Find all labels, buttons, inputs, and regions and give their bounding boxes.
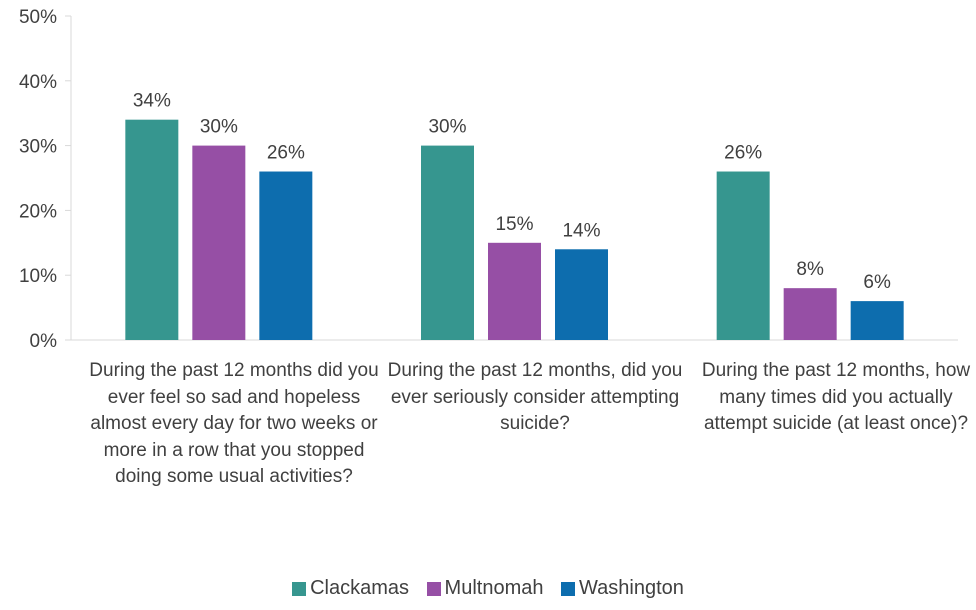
bar-chart: 0% 10% 20% 30% 40% 50% 34% 30% 26% 30% 15% 14% 26% 8%… <box>19 7 958 352</box>
data-label-washington-1: 26% <box>267 143 305 164</box>
category-label-consider-suicide: During the past 12 months, did you ever … <box>387 360 683 435</box>
legend-item-clackamas: Clackamas <box>292 577 409 600</box>
legend-item-washington: Washington <box>561 577 684 600</box>
data-label-washington-2: 14% <box>562 220 600 241</box>
bar-clackamas-2 <box>421 145 474 340</box>
bar-washington-1 <box>259 171 313 340</box>
category-label-attempt-suicide: During the past 12 months, how many time… <box>701 360 971 435</box>
data-label-clackamas-3: 26% <box>724 143 762 164</box>
bar-multnomah-1 <box>192 145 246 340</box>
data-label-multnomah-1: 30% <box>200 117 238 138</box>
y-tick-label: 0% <box>30 331 58 352</box>
legend-label-clackamas: Clackamas <box>310 577 409 599</box>
y-tick-label: 50% <box>19 7 57 28</box>
legend-item-multnomah: Multnomah <box>426 577 544 600</box>
data-label-multnomah-3: 8% <box>796 259 824 280</box>
legend: Clackamas Multnomah Washington <box>0 577 976 602</box>
legend-swatch-washington <box>561 581 576 596</box>
y-tick-label: 20% <box>19 201 57 222</box>
legend-swatch-clackamas <box>292 581 307 596</box>
legend-label-washington: Washington <box>579 577 684 599</box>
y-tick-label: 10% <box>19 266 57 287</box>
bar-multnomah-2 <box>488 242 541 340</box>
data-label-multnomah-2: 15% <box>495 214 533 235</box>
bar-clackamas-3 <box>716 171 770 340</box>
data-label-clackamas-1: 34% <box>133 91 171 112</box>
category-label-sad-hopeless: During the past 12 months did you ever f… <box>89 360 379 488</box>
legend-swatch-multnomah <box>426 581 441 596</box>
y-tick-label: 40% <box>19 72 57 93</box>
bar-clackamas-1 <box>125 119 179 341</box>
bar-washington-3 <box>850 301 904 340</box>
data-label-washington-3: 6% <box>863 272 891 293</box>
bar-washington-2 <box>555 249 608 340</box>
legend-label-multnomah: Multnomah <box>444 577 544 599</box>
y-tick-label: 30% <box>19 137 57 158</box>
data-label-clackamas-2: 30% <box>428 117 466 138</box>
bar-multnomah-3 <box>783 288 837 340</box>
